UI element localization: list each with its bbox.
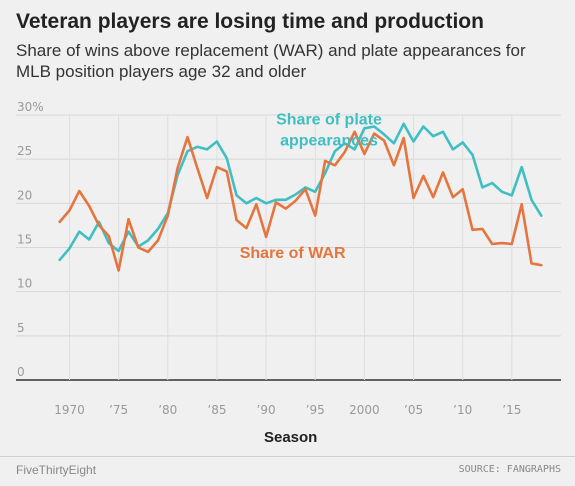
y-tick-label-5: 5 [17, 321, 25, 335]
x-tick-label-1995: ’95 [306, 403, 325, 417]
x-tick-label-1990: ’90 [257, 403, 276, 417]
x-tick-label-2015: ’15 [502, 403, 521, 417]
y-tick-label-20: 20 [17, 188, 32, 202]
x-axis-ticks: 1970 ’75 ’80 ’85 ’90 ’95 2000 ’05 ’10 ’15 [54, 403, 521, 417]
x-tick-label-2005: ’05 [404, 403, 423, 417]
x-axis-label: Season [264, 429, 317, 446]
y-tick-label-25: 25 [17, 144, 32, 158]
chart-subtitle: Share of wins above replacement (WAR) an… [16, 41, 526, 81]
series-line-plate-appearances [58, 122, 543, 262]
y-tick-label-0: 0 [17, 365, 25, 379]
y-axis-ticks: 0 5 10 15 20 25 30% [17, 100, 44, 379]
x-tick-label-2010: ’10 [453, 403, 472, 417]
series-label-line-1: Share of plate [276, 112, 382, 129]
y-tick-label-30: 30% [17, 100, 44, 114]
x-tick-label-1985: ’85 [207, 403, 226, 417]
series-label-plate-appearances: Share of plate appearances [276, 112, 382, 150]
chart-title: Veteran players are losing time and prod… [16, 10, 484, 33]
y-tick-label-10: 10 [17, 277, 32, 291]
x-tick-label-1970: 1970 [54, 403, 85, 417]
x-tick-label-1975: ’75 [109, 403, 128, 417]
footer-source: SOURCE: FANGRAPHS [458, 464, 561, 475]
x-tick-label-1980: ’80 [158, 403, 177, 417]
footer-divider [0, 456, 575, 457]
y-tick-label-15: 15 [17, 233, 32, 247]
x-tick-label-2000: 2000 [349, 403, 380, 417]
series-lines [58, 122, 543, 272]
line-chart: 0 5 10 15 20 25 30% 1970 ’75 ’80 ’85 ’90 ’95 2000 ’05… [16, 100, 561, 446]
footer-brand: FiveThirtyEight [16, 463, 97, 477]
series-label-war: Share of WAR [240, 245, 346, 262]
series-label-line-2: appearances [280, 133, 378, 150]
series-line-war [58, 130, 543, 272]
